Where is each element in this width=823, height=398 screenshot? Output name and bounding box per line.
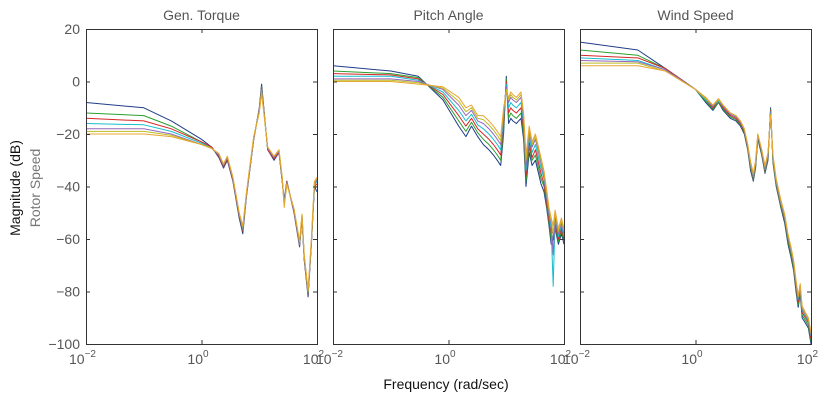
x-tick-label: 10−2: [69, 349, 96, 367]
series-line: [86, 87, 317, 295]
y-axis-label: Magnitude (dB): [7, 140, 23, 236]
row-label: Rotor Speed: [27, 149, 43, 228]
panel-title: Wind Speed: [657, 7, 733, 23]
series-line: [333, 73, 564, 240]
series-line: [580, 54, 811, 339]
y-tick-label: −20: [56, 126, 80, 142]
panel: Pitch Angle 10−2 100 102: [316, 7, 572, 367]
series-line: [86, 92, 317, 291]
series-line: [86, 86, 317, 295]
series-line: [86, 91, 317, 292]
panel: Gen. Torque 10−2 100 102: [69, 7, 325, 367]
y-tick-label: 0: [72, 74, 80, 90]
series-line: [333, 75, 564, 287]
y-tick-label: −40: [56, 179, 80, 195]
shared-y-axis: 20 0 −20 −40 −60 −80 −100: [48, 21, 80, 352]
y-tick-label: 20: [64, 21, 80, 37]
x-axis-label: Frequency (rad/sec): [383, 376, 508, 392]
series-line: [333, 81, 564, 229]
y-tick-label: −60: [56, 231, 80, 247]
x-tick-label: 102: [550, 349, 572, 367]
y-tick-label: −80: [56, 284, 80, 300]
series-line: [580, 49, 811, 342]
panels-layer: Gen. Torque 10−2 100 102 Pitch Angle 10−2 100 1…: [69, 7, 819, 367]
series-line: [333, 78, 564, 256]
series-line: [580, 57, 811, 337]
x-tick-label: 100: [434, 349, 456, 367]
panel-title: Gen. Torque: [163, 7, 240, 23]
series-line: [580, 62, 811, 334]
series-line: [333, 79, 564, 235]
series-line: [86, 90, 317, 292]
series-line: [580, 41, 811, 344]
x-tick-label: 102: [797, 349, 819, 367]
x-tick-label: 100: [681, 349, 703, 367]
series-line: [86, 83, 317, 298]
series-line: [580, 60, 811, 335]
series-line: [333, 70, 564, 243]
panel: Wind Speed 10−2 100 102: [563, 7, 819, 367]
x-tick-label: 102: [303, 349, 325, 367]
x-tick-label: 10−2: [316, 349, 343, 367]
y-tick-label: −100: [48, 336, 80, 352]
panel-title: Pitch Angle: [413, 7, 483, 23]
series-line: [580, 65, 811, 333]
x-tick-label: 10−2: [563, 349, 590, 367]
x-tick-label: 100: [187, 349, 209, 367]
